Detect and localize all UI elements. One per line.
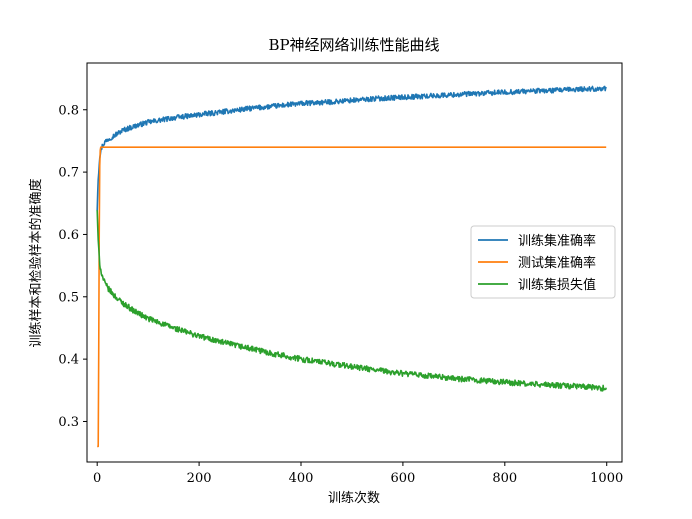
y-tick-label: 0.7 <box>58 166 79 181</box>
legend-label-2: 测试集准确率 <box>518 255 596 271</box>
series-line-3 <box>96 210 607 392</box>
legend-label-1: 训练集准确率 <box>518 233 596 249</box>
plot-area: 0 200 400 600 800 1000 0.3 0.4 0.5 0.6 0.7 0.8 训练集准确… <box>58 62 623 486</box>
y-tick-label: 0.5 <box>58 290 79 305</box>
y-tick-label: 0.4 <box>58 353 79 368</box>
y-tick-label: 0.3 <box>58 415 79 430</box>
y-axis-label: 训练样本和检验样本的准确度 <box>28 178 44 347</box>
axes-frame <box>86 62 623 463</box>
x-tick-label: 200 <box>187 471 212 486</box>
x-axis-label: 训练次数 <box>328 490 380 506</box>
series-line-1 <box>96 85 607 211</box>
chart-title: BP神经网络训练性能曲线 <box>268 36 439 54</box>
y-tick-label: 0.8 <box>58 103 79 118</box>
x-tick-label: 0 <box>93 471 101 486</box>
x-tick-label: 400 <box>289 471 314 486</box>
series-line-2 <box>96 146 607 448</box>
x-tick-label: 600 <box>390 471 415 486</box>
legend-label-3: 训练集损失值 <box>518 277 596 293</box>
legend-box <box>470 225 616 299</box>
x-tick-label: 800 <box>492 471 517 486</box>
y-tick-label: 0.6 <box>58 228 79 243</box>
x-tick-label: 1000 <box>590 471 623 486</box>
